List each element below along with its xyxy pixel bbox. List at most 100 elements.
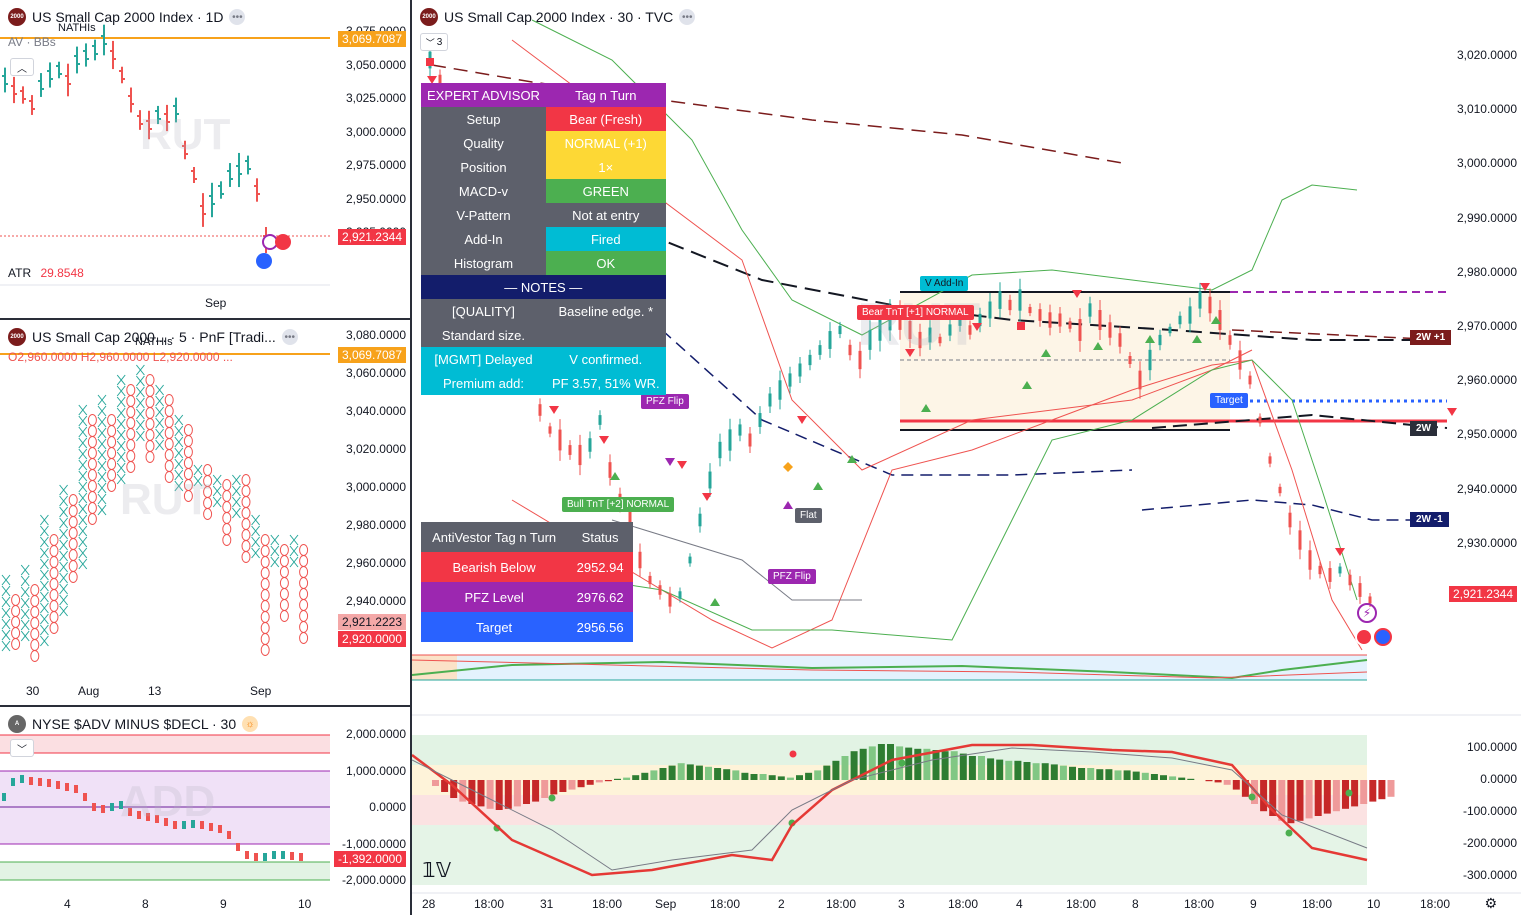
more-icon[interactable]: ••• xyxy=(679,9,696,25)
antivestor-table: AntiVestor Tag n Turn Status Bearish Below… xyxy=(421,522,633,642)
add-candle xyxy=(245,851,249,859)
buy-signal-icon xyxy=(1093,342,1103,350)
candle-body xyxy=(878,319,882,341)
candle-body xyxy=(598,415,602,425)
flag-icon[interactable] xyxy=(1355,628,1395,646)
symbol-logo-icon: 2000 xyxy=(8,328,26,346)
pnf-o-mark xyxy=(145,440,155,452)
pnf-o-mark xyxy=(260,622,270,634)
pnf-o-mark xyxy=(30,584,40,596)
pnf-o-mark xyxy=(222,523,232,535)
market-hours-icon[interactable]: ☼ xyxy=(242,716,259,732)
pnf-x-mark xyxy=(40,536,49,548)
add-candle xyxy=(29,777,33,785)
histogram-bar xyxy=(1269,780,1277,816)
pfz-flip-label-2: PFZ Flip xyxy=(768,569,816,584)
table-cell xyxy=(545,323,666,347)
pnf-o-mark xyxy=(107,469,117,481)
pnf-title[interactable]: US Small Cap 2000... · 5 · PnF [Tradi... xyxy=(32,329,276,345)
atr-value: 29.8548 xyxy=(40,266,84,280)
candle-body xyxy=(1108,322,1112,338)
pnf-x-mark xyxy=(97,449,107,461)
add-candle xyxy=(209,823,213,831)
flag-icon[interactable] xyxy=(256,234,302,269)
histogram-bar xyxy=(796,775,803,780)
daily-high-tag: 3,069.7087 xyxy=(337,31,406,47)
candle-body xyxy=(1208,296,1212,314)
add-title[interactable]: NYSE $ADV MINUS $DECL · 30 xyxy=(32,716,237,732)
pnf-pane[interactable]: 2000 US Small Cap 2000... · 5 · PnF [Tra… xyxy=(0,320,410,705)
pnf-high-tag: 3,069.7087 xyxy=(337,347,406,363)
pnf-x-mark xyxy=(251,547,260,559)
pnf-x-mark xyxy=(1,640,11,652)
collapse-chevron-icon[interactable]: ︿ xyxy=(10,58,34,76)
candle-body xyxy=(928,327,932,343)
tradingview-logo-icon[interactable]: 𝟙𝕍 xyxy=(422,860,452,882)
candle-body xyxy=(758,413,762,427)
pnf-o-mark xyxy=(11,605,21,617)
add-candle xyxy=(227,831,231,839)
indicators-collapse-button[interactable]: ﹀ 3 xyxy=(420,33,448,51)
sell-signal-icon xyxy=(1447,408,1457,416)
settings-gear-icon[interactable]: ⚙ xyxy=(1484,895,1497,911)
pnf-o-mark xyxy=(299,566,309,578)
histogram-bar xyxy=(1360,780,1368,804)
pnf-x-mark xyxy=(270,534,280,546)
pnf-o-mark xyxy=(279,566,289,578)
v-addin-label: V Add-In xyxy=(920,276,969,291)
candle-body xyxy=(1268,456,1272,464)
histogram-bar xyxy=(523,780,530,804)
sell-signal-icon xyxy=(1072,290,1082,298)
nathis-label: NATHIs xyxy=(135,336,173,348)
histogram-bar xyxy=(1278,780,1286,821)
histogram-bar xyxy=(1314,780,1322,816)
pnf-o-mark xyxy=(126,384,136,396)
ea-row: Setup Bear (Fresh) xyxy=(421,107,666,131)
exchange-logo-icon: A xyxy=(8,715,26,733)
axis-tick-label: 3,000.0000 xyxy=(1456,156,1517,171)
pnf-o-mark xyxy=(11,616,21,628)
pnf-o-mark xyxy=(49,578,59,590)
candle-body xyxy=(718,441,722,459)
histogram-bar xyxy=(877,744,885,780)
axis-tick-label: 2,975.0000 xyxy=(345,158,406,172)
add-pane[interactable]: A NYSE $ADV MINUS $DECL · 30 ☼ ﹀ ADD 2,0… xyxy=(0,707,410,915)
histogram-bar xyxy=(1323,780,1331,814)
daily-indicator[interactable]: AV · BBs xyxy=(8,35,56,49)
pnf-o-mark xyxy=(87,458,97,470)
histogram-bar xyxy=(1032,763,1040,780)
expand-chevron-icon[interactable]: ﹀ xyxy=(10,739,34,757)
pnf-x-mark xyxy=(78,514,88,526)
daily-pane[interactable]: 2000 US Small Cap 2000 Index · 1D ••• AV… xyxy=(0,0,410,318)
pane-splitter-left-2[interactable] xyxy=(0,705,410,707)
daily-title[interactable]: US Small Cap 2000 Index · 1D xyxy=(32,9,224,25)
main-title[interactable]: US Small Cap 2000 Index · 30 · TVC xyxy=(444,9,674,25)
pnf-o-mark xyxy=(279,599,289,611)
pnf-o-mark xyxy=(279,588,289,600)
buy-signal-icon xyxy=(813,482,823,490)
pnf-x-mark xyxy=(136,419,145,431)
candle-body xyxy=(548,426,552,434)
pane-splitter-left-1[interactable] xyxy=(0,318,410,320)
main-pane[interactable]: 2000 US Small Cap 2000 Index · 30 · TVC … xyxy=(412,0,1521,915)
pnf-o-mark xyxy=(299,599,309,611)
histogram-bar xyxy=(568,780,576,790)
lightning-icon[interactable]: ⚡ xyxy=(1357,603,1377,623)
histogram-bar xyxy=(950,751,958,780)
pnf-x-mark xyxy=(155,395,164,407)
pnf-x-mark xyxy=(78,437,88,449)
pane-splitter-vertical[interactable] xyxy=(410,0,412,915)
pnf-o-mark xyxy=(164,416,174,428)
symbol-logo-icon: 2000 xyxy=(8,8,26,26)
more-icon[interactable]: ••• xyxy=(281,329,298,345)
pnf-o-mark xyxy=(164,438,174,450)
axis-tick-label: 2,940.0000 xyxy=(1456,481,1517,496)
more-icon[interactable]: ••• xyxy=(229,9,246,25)
pnf-o-mark xyxy=(299,577,309,589)
time-tick-label: 9 xyxy=(220,897,227,911)
add-candle xyxy=(119,801,123,809)
pnf-o-mark xyxy=(107,414,117,426)
pnf-o-mark xyxy=(145,418,155,430)
histogram-bar xyxy=(468,780,476,804)
pnf-o-mark xyxy=(87,491,97,503)
